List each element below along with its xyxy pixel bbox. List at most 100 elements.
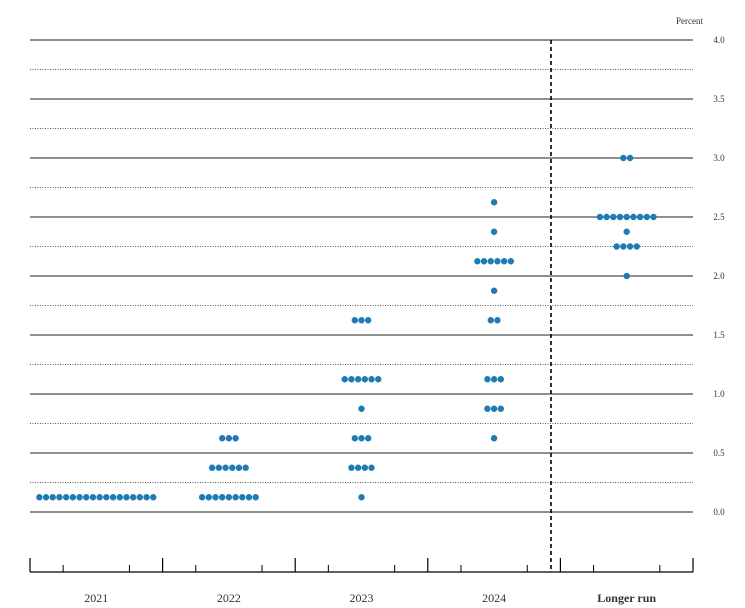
y-tick-label: 3.0: [713, 153, 725, 163]
participant-dot: [490, 228, 498, 235]
participant-dot: [636, 213, 644, 221]
y-tick-label: 4.0: [713, 35, 725, 45]
participant-dot: [358, 494, 365, 501]
participant-dot: [232, 494, 239, 501]
gridlines: [30, 39, 693, 513]
participant-dot: [358, 317, 365, 324]
participant-dot: [633, 243, 640, 250]
participant-dot: [219, 494, 226, 501]
y-tick-label: 2.5: [713, 212, 725, 222]
x-tick-label: Longer run: [597, 591, 656, 605]
participant-dot: [613, 243, 620, 250]
participant-dot: [487, 258, 494, 265]
participant-dot: [351, 435, 358, 442]
participant-dot: [610, 213, 617, 221]
participant-dot: [229, 464, 236, 471]
participant-dot: [212, 494, 219, 501]
participant-dot: [242, 464, 249, 471]
y-tick-label: 2.0: [713, 271, 725, 281]
participant-dot: [626, 243, 634, 250]
x-tick-label: 2024: [482, 591, 506, 605]
participant-dot: [42, 494, 50, 501]
participant-dot: [143, 494, 150, 501]
participant-dot: [123, 494, 130, 501]
participant-dot: [623, 213, 630, 221]
participant-dot: [596, 213, 604, 221]
participant-dot: [225, 435, 233, 442]
participant-dot: [368, 464, 375, 471]
participant-dot: [623, 228, 630, 235]
participant-dot: [232, 435, 239, 442]
participant-dot: [354, 376, 362, 383]
x-tick-label: 2021: [84, 591, 108, 605]
participant-dot: [89, 494, 97, 501]
participant-dot: [474, 258, 481, 265]
participant-dot: [208, 464, 216, 471]
participant-dot: [136, 494, 144, 501]
participant-dot: [354, 464, 362, 471]
y-tick-label: 0.0: [713, 507, 725, 517]
participant-dot: [348, 376, 355, 383]
y-tick-label: 3.5: [713, 94, 725, 104]
participant-dot: [222, 464, 229, 471]
participant-dot: [358, 435, 365, 442]
participant-dot: [358, 405, 365, 412]
participant-dot: [198, 494, 206, 501]
x-tick-label: 2022: [217, 591, 241, 605]
participant-dot: [616, 213, 624, 221]
participant-dot: [361, 376, 369, 383]
participant-dot: [365, 435, 372, 442]
participant-dot: [96, 494, 103, 501]
participant-dot: [215, 464, 223, 471]
y-tick-label: 1.5: [713, 330, 725, 340]
participant-dot: [490, 287, 498, 294]
participant-dot: [103, 494, 110, 501]
participant-dot: [116, 494, 123, 501]
participant-dot: [484, 376, 491, 383]
participant-dot: [620, 154, 627, 162]
participant-dot: [348, 464, 355, 471]
participant-dot: [76, 494, 83, 501]
participant-dot: [235, 464, 243, 471]
participant-dot: [129, 494, 137, 501]
participant-dot: [490, 199, 498, 206]
participant-dot: [497, 405, 504, 412]
participant-dot: [480, 258, 488, 265]
participant-dot: [484, 405, 491, 412]
participant-dot: [375, 376, 382, 383]
participant-dot: [245, 494, 253, 501]
participant-dot: [365, 317, 372, 324]
participant-dot: [351, 317, 358, 324]
participant-dot: [252, 494, 259, 501]
participant-dot: [507, 258, 515, 265]
x-tick-label: 2023: [350, 591, 374, 605]
participant-dot: [83, 494, 90, 501]
participant-dot: [643, 213, 650, 221]
participant-dot: [490, 376, 498, 383]
participant-dot: [205, 494, 212, 501]
participant-dot: [219, 435, 226, 442]
participant-dot: [487, 317, 494, 324]
y-tick-label: 1.0: [713, 389, 725, 399]
participant-dot: [341, 376, 348, 383]
y-axis-unit-label: Percent: [676, 16, 703, 26]
participant-dot: [603, 213, 610, 221]
participant-dot: [62, 494, 70, 501]
participant-dot: [630, 213, 637, 221]
participant-dot: [36, 494, 43, 501]
y-axis-ticks: 0.0 0.5 1.0 1.5 2.0 2.5 3.0 3.5 4.0: [713, 35, 725, 517]
participant-dot: [150, 494, 157, 501]
x-axis: 2021 2022 2023 2024 Longer run: [29, 558, 694, 605]
participant-dot: [56, 494, 63, 501]
participant-dot: [494, 258, 501, 265]
participant-dot: [69, 494, 77, 501]
participant-dot: [626, 154, 634, 162]
participant-dot: [620, 243, 627, 250]
participant-dot: [497, 376, 504, 383]
participant-dot: [361, 464, 369, 471]
participant-dot: [49, 494, 56, 501]
participant-dot: [490, 405, 498, 412]
participant-dot: [490, 435, 498, 442]
participant-dot: [109, 494, 117, 501]
